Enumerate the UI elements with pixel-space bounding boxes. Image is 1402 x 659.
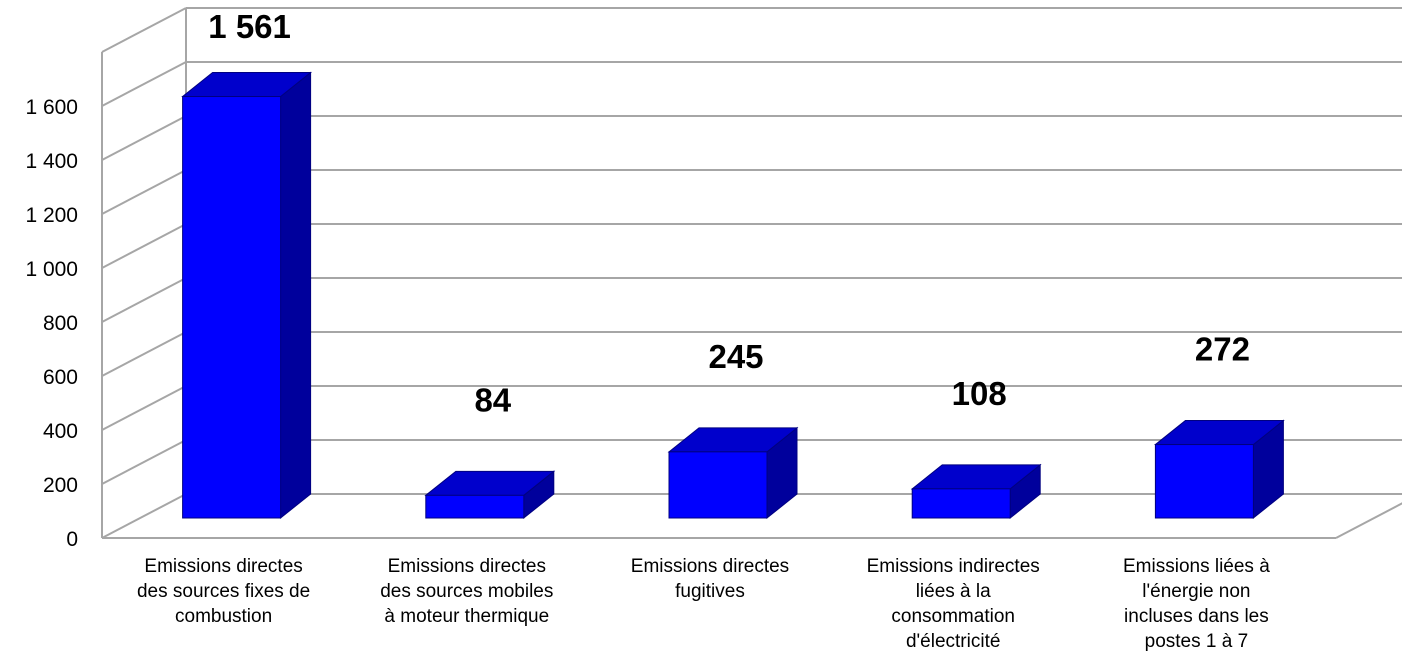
category-label: Emissions indirectes liées à la consommati… (867, 556, 1040, 652)
gridline-diagonal (101, 331, 187, 377)
category-label-line: Emissions directes (388, 556, 546, 577)
y-tick-label: 1 200 (25, 204, 78, 227)
category-label: Emissions directes des sources mobiles à m… (380, 556, 553, 627)
floor-right-edge (1335, 502, 1402, 539)
bar (1153, 419, 1285, 520)
category-label-line: postes 1 à 7 (1145, 631, 1249, 652)
bar-front-face (182, 96, 282, 519)
category-label-line: des sources mobiles (380, 581, 553, 602)
gridline-diagonal (101, 493, 187, 539)
x-axis-labels: Emissions directes des sources fixes de co… (137, 556, 1270, 652)
category-label-line: d'électricité (906, 631, 1000, 652)
category-label: Emissions directes des sources fixes de co… (137, 556, 310, 627)
gridline-diagonal (101, 223, 187, 269)
category-label-line: liées à la (916, 581, 991, 602)
y-axis: 0 200 400 600 800 1 000 1 200 1 400 1 600 (25, 96, 78, 551)
bar-front-face (425, 494, 525, 519)
gridline-diagonal (101, 277, 187, 323)
category-label-line: Emissions indirectes (867, 556, 1040, 577)
gridline-diagonal (101, 61, 187, 107)
gridline-diagonal (101, 7, 187, 53)
bar-front-face (911, 488, 1011, 519)
gridline-diagonal (101, 439, 187, 485)
category-label-line: à moteur thermique (384, 606, 549, 627)
bar (910, 463, 1042, 520)
y-tick-label: 1 600 (25, 96, 78, 119)
category-label-line: Emissions directes (144, 556, 302, 577)
data-label: 84 (474, 381, 511, 418)
data-label: 245 (708, 338, 763, 375)
data-label: 108 (952, 375, 1007, 412)
y-tick-label: 1 400 (25, 150, 78, 173)
y-tick-label: 0 (66, 528, 78, 551)
y-tick-label: 800 (43, 312, 78, 335)
bar-front-face (668, 451, 768, 519)
bar-front-face (1154, 444, 1254, 519)
bar (424, 470, 556, 520)
data-label: 272 (1195, 331, 1250, 368)
y-tick-label: 600 (43, 366, 78, 389)
bar (181, 71, 313, 520)
bar (667, 426, 799, 520)
category-label: Emissions liées à l'énergie non incluses d… (1123, 556, 1270, 652)
category-label-line: des sources fixes de (137, 581, 310, 602)
category-label-line: combustion (175, 606, 272, 627)
data-label: 1 561 (208, 8, 291, 45)
gridline-diagonal (101, 115, 187, 161)
category-label: Emissions directes fugitives (631, 556, 789, 602)
data-labels: 1 561 84 245 108 272 (208, 8, 1250, 418)
category-label-line: consommation (891, 606, 1015, 627)
chart-grid (101, 7, 1402, 539)
y-tick-label: 1 000 (25, 258, 78, 281)
chart-bars (181, 71, 1285, 520)
category-label-line: fugitives (675, 581, 745, 602)
y-tick-label: 200 (43, 474, 78, 497)
category-label-line: l'énergie non (1142, 581, 1250, 602)
y-tick-label: 400 (43, 420, 78, 443)
gridline-diagonal (101, 169, 187, 215)
bar-side-face (280, 71, 312, 520)
gridline-diagonal (101, 385, 187, 431)
category-label-line: Emissions liées à (1123, 556, 1270, 577)
category-label-line: Emissions directes (631, 556, 789, 577)
category-label-line: incluses dans les (1124, 606, 1269, 627)
